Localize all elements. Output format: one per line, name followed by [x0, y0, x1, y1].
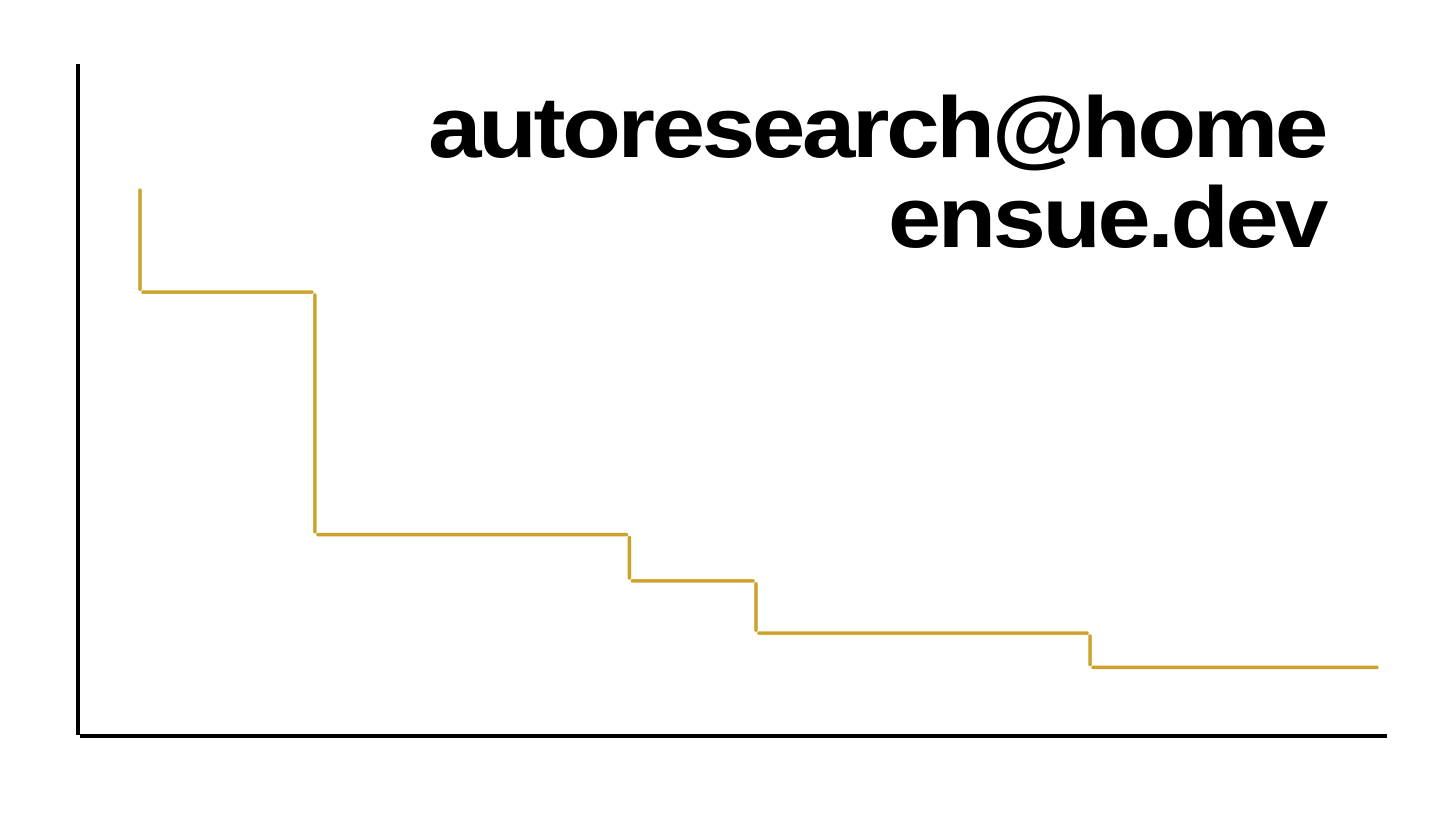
chart-title: autoresearch@home	[428, 80, 1325, 176]
series-line	[138, 188, 1379, 670]
chart-subtitle: ensue.dev	[888, 170, 1329, 266]
